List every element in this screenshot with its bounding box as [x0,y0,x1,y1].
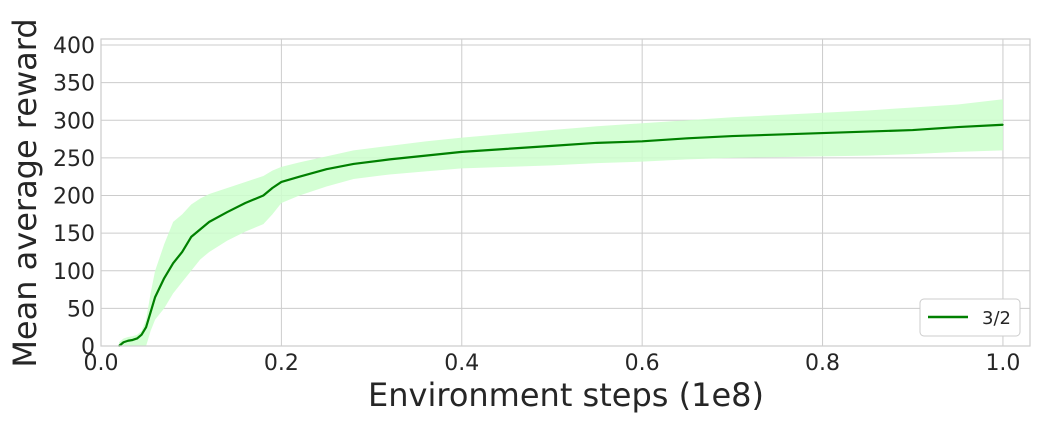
data-point [641,140,643,143]
data-point [957,126,959,128]
data-point [424,154,427,157]
data-point [140,333,143,336]
data-point [145,326,147,328]
data-point [271,187,274,189]
legend-label: 3/2 [982,308,1011,329]
data-point [226,211,229,213]
x-tick-label: 0.4 [444,351,479,376]
y-tick-label: 400 [53,34,95,59]
data-point [208,221,211,223]
data-point [1002,123,1004,126]
y-tick-label: 200 [53,185,95,210]
data-point [131,339,134,341]
data-point [596,142,598,144]
data-point [181,251,183,253]
data-point [388,158,391,161]
y-tick-label: 150 [53,222,95,247]
data-point [172,262,174,265]
y-tick-label: 250 [53,147,95,172]
data-point [149,311,152,313]
data-point [154,296,156,298]
data-point [244,202,247,204]
x-axis-label: Environment steps (1e8) [368,376,764,414]
grid-lines [100,39,1030,347]
data-point [731,135,734,137]
data-point [280,181,283,183]
data-point [866,130,869,133]
data-point [262,194,265,197]
y-tick-label: 300 [53,109,95,134]
x-tick-label: 1.0 [985,351,1020,376]
data-point [325,168,328,170]
plot-frame [100,38,1031,347]
data-point [163,277,165,280]
legend: 3/2 [919,298,1021,337]
data-point [352,163,355,165]
series-line-0 [118,123,1003,347]
y-tick-label: 50 [67,297,95,322]
data-point [821,132,824,134]
data-point [686,137,689,140]
x-tick-labels: 0.0 0.2 0.4 0.6 0.8 1.0 [84,351,1021,376]
confidence-bands [119,99,1003,346]
confidence-band-0 [119,99,1003,346]
y-axis-label: Mean average reward [6,18,44,367]
data-point [551,145,553,147]
data-point [122,341,125,344]
data-point [298,175,301,178]
series-lines [118,123,1004,347]
data-point [911,129,914,131]
y-tick-label: 0 [81,335,95,360]
x-tick-label: 0.8 [805,351,840,376]
data-point [190,236,192,238]
data-point [460,151,463,153]
legend-box [919,298,1021,337]
x-tick-label: 0.6 [625,351,660,376]
y-tick-label: 350 [53,72,95,97]
x-tick-label: 0.2 [264,351,299,376]
y-tick-labels: 0 50 100 150 200 250 300 350 400 [53,34,95,360]
data-point [136,337,138,340]
data-point [506,148,508,150]
data-point [199,228,202,231]
y-tick-label: 100 [53,260,95,285]
data-point [127,339,129,342]
x-tick-label: 0.0 [84,351,119,376]
data-point [776,133,779,136]
